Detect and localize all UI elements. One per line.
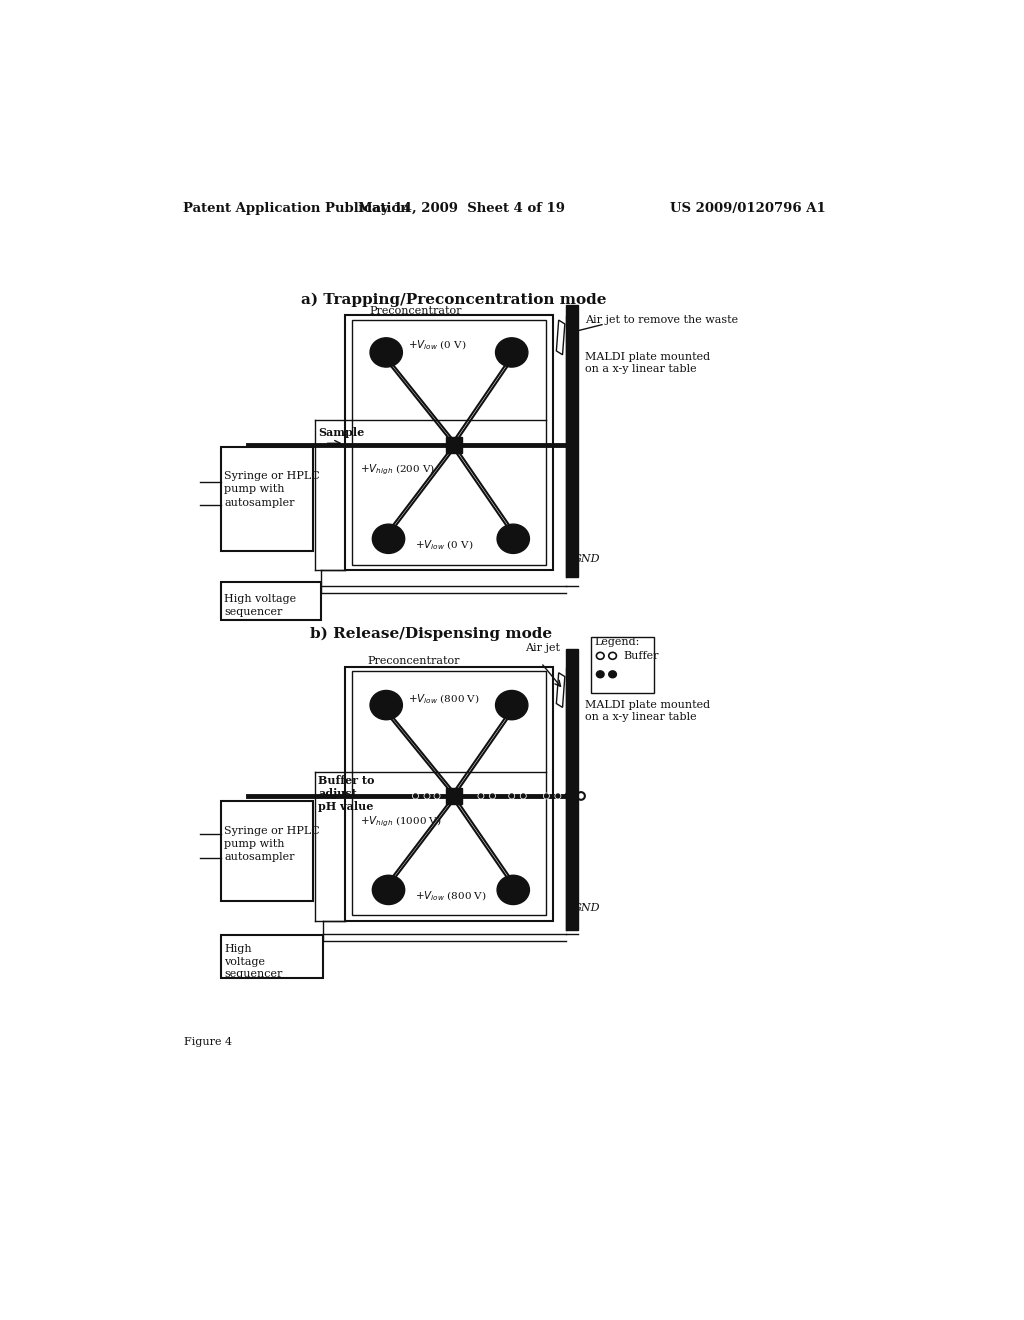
Text: Legend:: Legend: — [594, 638, 639, 647]
Ellipse shape — [596, 671, 604, 677]
Text: Air jet: Air jet — [524, 643, 560, 653]
Text: Preconcentrator: Preconcentrator — [370, 306, 462, 315]
Ellipse shape — [434, 793, 439, 799]
Bar — [591, 638, 654, 693]
Text: $+V_{low}$ (0 V): $+V_{low}$ (0 V) — [408, 339, 466, 352]
Ellipse shape — [489, 793, 496, 799]
Text: Syringe or HPLC: Syringe or HPLC — [224, 471, 321, 482]
Text: voltage: voltage — [224, 957, 265, 966]
Ellipse shape — [520, 793, 526, 799]
Bar — [352, 671, 547, 915]
Bar — [446, 437, 462, 453]
Ellipse shape — [424, 793, 430, 799]
Text: Buffer: Buffer — [624, 651, 658, 661]
Bar — [352, 321, 547, 565]
Text: pump with: pump with — [224, 484, 285, 495]
Bar — [345, 667, 553, 921]
Text: on a x-y linear table: on a x-y linear table — [585, 364, 696, 375]
Ellipse shape — [496, 338, 528, 367]
Bar — [345, 315, 553, 570]
Text: US 2009/0120796 A1: US 2009/0120796 A1 — [670, 202, 825, 215]
Bar — [221, 801, 313, 902]
Ellipse shape — [496, 690, 528, 719]
Ellipse shape — [414, 795, 418, 797]
Ellipse shape — [497, 875, 529, 904]
Text: MALDI plate mounted: MALDI plate mounted — [585, 352, 710, 362]
Bar — [221, 935, 323, 978]
Bar — [565, 305, 578, 577]
Bar — [221, 582, 321, 620]
Ellipse shape — [490, 795, 495, 797]
Text: May 14, 2009  Sheet 4 of 19: May 14, 2009 Sheet 4 of 19 — [358, 202, 565, 215]
Ellipse shape — [556, 795, 560, 797]
Text: $+V_{high}$ (1000 V): $+V_{high}$ (1000 V) — [360, 814, 441, 829]
Ellipse shape — [545, 795, 548, 797]
Ellipse shape — [544, 793, 549, 799]
Text: MALDI plate mounted: MALDI plate mounted — [585, 700, 710, 710]
Text: $+V_{high}$ (200 V): $+V_{high}$ (200 V) — [360, 463, 435, 478]
Polygon shape — [556, 673, 565, 708]
Ellipse shape — [478, 793, 483, 799]
Text: $+V_{low}$ (0 V): $+V_{low}$ (0 V) — [416, 539, 474, 552]
Ellipse shape — [435, 795, 439, 797]
Ellipse shape — [509, 793, 514, 799]
Text: Figure 4: Figure 4 — [184, 1038, 232, 1047]
Text: autosampler: autosampler — [224, 498, 295, 508]
Text: pH value: pH value — [318, 801, 374, 812]
Text: adjust: adjust — [318, 788, 357, 799]
Ellipse shape — [370, 690, 402, 719]
Text: GND: GND — [572, 903, 600, 912]
Bar — [446, 788, 462, 804]
Text: b) Release/Dispensing mode: b) Release/Dispensing mode — [310, 627, 552, 642]
Text: sequencer: sequencer — [224, 607, 283, 616]
Bar — [221, 447, 313, 552]
Ellipse shape — [521, 795, 525, 797]
Ellipse shape — [608, 671, 616, 677]
Text: Syringe or HPLC: Syringe or HPLC — [224, 825, 321, 836]
Ellipse shape — [479, 795, 483, 797]
Text: sequencer: sequencer — [224, 969, 283, 979]
Text: a) Trapping/Preconcentration mode: a) Trapping/Preconcentration mode — [301, 292, 606, 306]
Text: on a x-y linear table: on a x-y linear table — [585, 713, 696, 722]
Text: pump with: pump with — [224, 838, 285, 849]
Text: Sample: Sample — [318, 428, 365, 438]
Polygon shape — [556, 321, 565, 355]
Text: High: High — [224, 944, 252, 954]
Ellipse shape — [373, 524, 404, 553]
Text: $+V_{low}$ (800 V): $+V_{low}$ (800 V) — [408, 692, 479, 706]
Text: Preconcentrator: Preconcentrator — [368, 656, 460, 667]
Ellipse shape — [373, 875, 404, 904]
Text: $+V_{low}$ (800 V): $+V_{low}$ (800 V) — [416, 890, 487, 903]
Text: High voltage: High voltage — [224, 594, 297, 603]
Text: autosampler: autosampler — [224, 851, 295, 862]
Text: Buffer to: Buffer to — [318, 775, 375, 787]
Ellipse shape — [510, 795, 514, 797]
Text: GND: GND — [572, 554, 600, 564]
Text: Air jet to remove the waste: Air jet to remove the waste — [585, 315, 738, 325]
Bar — [565, 649, 578, 929]
Ellipse shape — [497, 524, 529, 553]
Ellipse shape — [413, 793, 418, 799]
Ellipse shape — [425, 795, 429, 797]
Ellipse shape — [555, 793, 560, 799]
Ellipse shape — [370, 338, 402, 367]
Text: Patent Application Publication: Patent Application Publication — [183, 202, 410, 215]
